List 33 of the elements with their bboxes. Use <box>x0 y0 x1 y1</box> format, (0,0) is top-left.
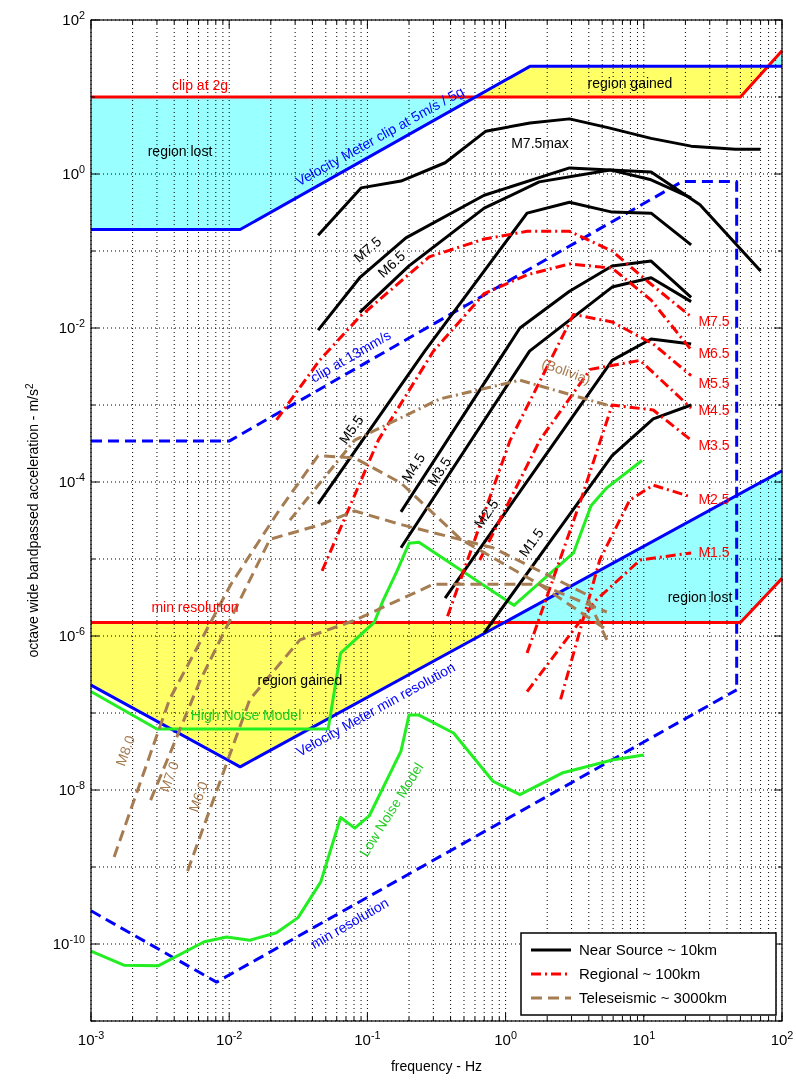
x-axis-title: frequency - Hz <box>390 1058 483 1074</box>
y-tick-label: 10$^{-4}$ <box>58 471 85 490</box>
annotation: M7.0 <box>155 759 182 794</box>
x-tick-label: 10$^{1}$ <box>632 1029 656 1048</box>
annotation: M8.0 <box>111 733 138 768</box>
annotation: M5.5 <box>698 374 730 391</box>
x-tick-label: 10$^{-1}$ <box>354 1029 381 1048</box>
annotation: M4.5 <box>698 401 730 418</box>
y-tick-label: 10$^{-6}$ <box>58 625 85 644</box>
y-tick-label: 10$^{-8}$ <box>58 779 85 798</box>
annotation: region gained <box>587 74 673 91</box>
annotation: M6.0 <box>184 779 211 814</box>
y-tick-label: 10$^{-10}$ <box>52 933 85 952</box>
legend-label: Teleseismic ~ 3000km <box>579 989 727 1006</box>
annotation: M2.5 <box>698 490 730 507</box>
y-tick-label: 10$^{0}$ <box>62 163 85 182</box>
y-tick-label: 10$^{2}$ <box>62 9 85 28</box>
annotation: M3.5 <box>698 436 730 453</box>
x-tick-label: 10$^{-3}$ <box>77 1029 105 1048</box>
annotation: High Noise Model <box>190 706 302 723</box>
annotation: clip at 2g <box>171 76 229 93</box>
annotation: M7.5 <box>698 312 730 329</box>
annotation: M1.5 <box>698 543 730 560</box>
annotation: region lost <box>147 142 213 159</box>
annotation: M7.5max <box>511 134 569 151</box>
legend-label: Near Source ~ 10km <box>579 941 717 958</box>
annotation: region lost <box>667 588 733 605</box>
annotation: M6.5 <box>698 344 730 361</box>
x-tick-label: 10$^{0}$ <box>494 1029 517 1048</box>
x-tick-label: 10$^{-2}$ <box>216 1029 243 1048</box>
y-tick-label: 10$^{-2}$ <box>58 317 85 336</box>
x-tick-label: 10$^{2}$ <box>770 1029 794 1048</box>
legend-label: Regional ~ 100km <box>579 965 701 982</box>
